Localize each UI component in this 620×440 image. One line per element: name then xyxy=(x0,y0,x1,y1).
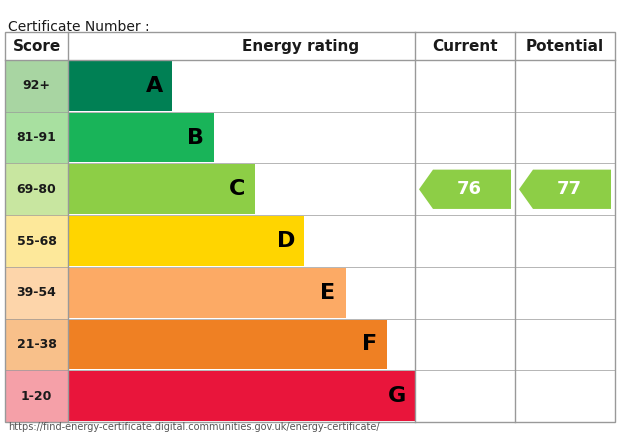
Bar xyxy=(5,370,68,422)
Text: G: G xyxy=(388,386,406,406)
Bar xyxy=(68,113,214,162)
Text: 21-38: 21-38 xyxy=(17,338,56,351)
Bar xyxy=(5,267,68,319)
Text: A: A xyxy=(146,76,162,96)
Text: C: C xyxy=(229,179,246,199)
Polygon shape xyxy=(519,170,611,209)
Text: 55-68: 55-68 xyxy=(17,235,56,247)
Bar xyxy=(68,165,255,214)
Text: 69-80: 69-80 xyxy=(17,183,56,196)
Text: 92+: 92+ xyxy=(22,79,50,92)
Text: D: D xyxy=(277,231,295,251)
Text: Certificate Number :: Certificate Number : xyxy=(8,20,149,34)
Bar xyxy=(5,163,68,215)
Text: 81-91: 81-91 xyxy=(17,131,56,144)
Text: B: B xyxy=(187,128,204,147)
Text: 39-54: 39-54 xyxy=(17,286,56,299)
Text: E: E xyxy=(320,283,335,303)
Bar xyxy=(5,32,615,60)
Bar xyxy=(68,268,345,318)
Text: 1-20: 1-20 xyxy=(21,390,52,403)
Text: Potential: Potential xyxy=(526,39,604,54)
Polygon shape xyxy=(419,170,511,209)
Bar xyxy=(5,60,68,112)
Bar xyxy=(5,112,68,163)
Text: Energy rating: Energy rating xyxy=(242,39,358,54)
Bar xyxy=(68,61,172,111)
Text: Current: Current xyxy=(432,39,498,54)
Bar xyxy=(68,319,388,369)
Text: 76: 76 xyxy=(456,180,482,198)
Bar xyxy=(5,32,615,422)
Text: https://find-energy-certificate.digital.communities.gov.uk/energy-certificate/: https://find-energy-certificate.digital.… xyxy=(8,422,379,432)
Bar xyxy=(5,215,68,267)
Bar xyxy=(5,319,68,370)
Text: 77: 77 xyxy=(557,180,582,198)
Text: F: F xyxy=(361,334,377,355)
Bar xyxy=(68,371,415,421)
Text: Score: Score xyxy=(12,39,61,54)
Bar xyxy=(68,216,304,266)
